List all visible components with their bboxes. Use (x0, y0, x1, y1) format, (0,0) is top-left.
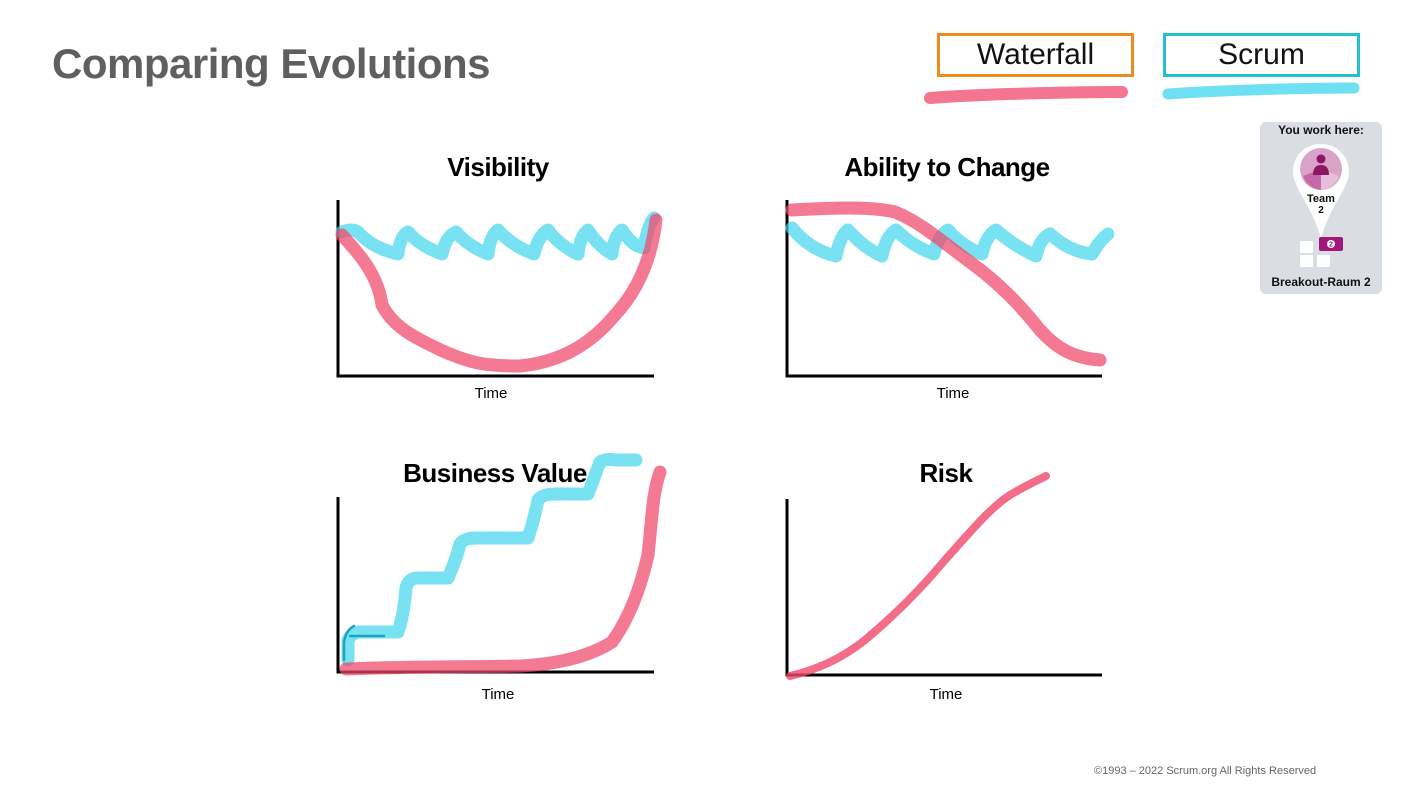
axes-business-value (336, 497, 654, 674)
location-badge: You work here: Team 2 2 Breakout-Raum 2 (1260, 122, 1382, 294)
badge-heading: You work here: (1278, 123, 1364, 137)
chart-title-business-value: Business Value (403, 458, 587, 488)
scrum-accent-business-value (342, 624, 386, 662)
scrum-line-visibility (335, 211, 661, 261)
chart-ability-to-change (785, 200, 1115, 378)
chart-risk (785, 472, 1102, 680)
chart-title-risk: Risk (919, 458, 973, 488)
badge-room-count: 2 (1329, 242, 1333, 249)
legend-scrum-label: Scrum (1218, 38, 1305, 71)
xlabel-risk: Time (929, 686, 963, 703)
waterfall-line-business-value (339, 465, 667, 676)
legend-waterfall-label: Waterfall (976, 38, 1095, 71)
waterfall-line-visibility (335, 213, 663, 373)
waterfall-line-risk (786, 472, 1050, 680)
chart-business-value (336, 452, 667, 676)
slide-title: Comparing Evolutions (52, 40, 491, 87)
badge-team-number: 2 (1318, 205, 1324, 216)
badge-team-label: Team (1307, 193, 1335, 205)
xlabel-business-value: Time (481, 686, 515, 703)
waterfall-line-ability-to-change (785, 201, 1107, 367)
legend-waterfall: Waterfall (937, 33, 1134, 77)
legend-waterfall-stroke (924, 86, 1128, 104)
badge-room-label: Breakout-Raum 2 (1271, 275, 1371, 289)
chart-title-visibility: Visibility (447, 152, 549, 182)
legend-scrum: Scrum (1163, 33, 1360, 77)
scrum-line-business-value (341, 452, 643, 667)
copyright-footer: ©1993 – 2022 Scrum.org All Rights Reserv… (1094, 765, 1317, 777)
scrum-line-ability-to-change (785, 221, 1115, 263)
axes-risk (785, 499, 1102, 677)
breakout-room-icon: 2 (1300, 237, 1343, 267)
axes-visibility (336, 200, 654, 378)
legend-scrum-stroke (1162, 82, 1360, 100)
axes-ability-to-change (785, 200, 1102, 378)
xlabel-visibility: Time (474, 385, 508, 402)
chart-title-ability-to-change: Ability to Change (844, 152, 1050, 182)
location-pin-icon (1293, 144, 1349, 238)
chart-visibility (335, 200, 663, 378)
xlabel-ability-to-change: Time (936, 385, 970, 402)
